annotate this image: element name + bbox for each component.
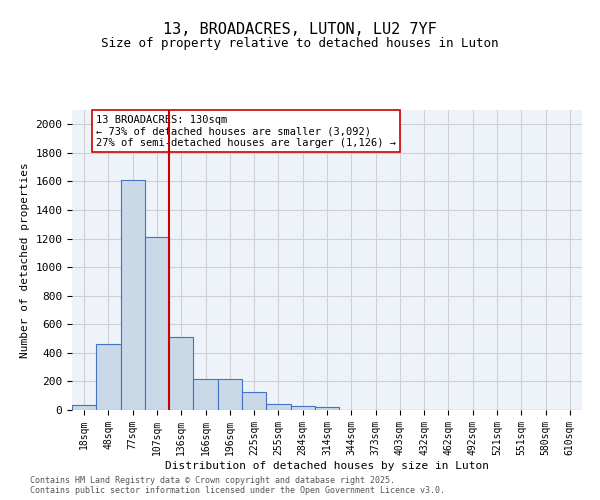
Bar <box>218 380 242 410</box>
Y-axis label: Number of detached properties: Number of detached properties <box>20 162 30 358</box>
Bar <box>290 406 315 410</box>
Bar <box>96 344 121 410</box>
Text: 13, BROADACRES, LUTON, LU2 7YF: 13, BROADACRES, LUTON, LU2 7YF <box>163 22 437 38</box>
Text: 13 BROADACRES: 130sqm
← 73% of detached houses are smaller (3,092)
27% of semi-d: 13 BROADACRES: 130sqm ← 73% of detached … <box>96 114 396 148</box>
Bar <box>169 337 193 410</box>
Bar <box>121 180 145 410</box>
Bar <box>266 404 290 410</box>
Bar <box>242 392 266 410</box>
Text: Contains HM Land Registry data © Crown copyright and database right 2025.
Contai: Contains HM Land Registry data © Crown c… <box>30 476 445 495</box>
Bar <box>145 237 169 410</box>
X-axis label: Distribution of detached houses by size in Luton: Distribution of detached houses by size … <box>165 460 489 470</box>
Bar <box>315 407 339 410</box>
Text: Size of property relative to detached houses in Luton: Size of property relative to detached ho… <box>101 38 499 51</box>
Bar <box>72 405 96 410</box>
Bar <box>193 380 218 410</box>
